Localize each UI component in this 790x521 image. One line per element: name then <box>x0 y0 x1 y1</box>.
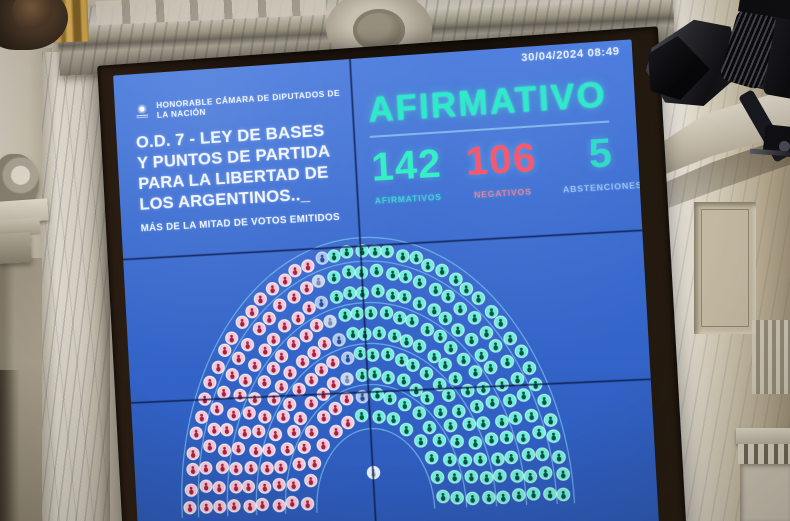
left-shadow-edge <box>0 370 20 521</box>
photo-of-vote-board: 30/04/2024 08:49 HONORABLE CÁMARA DE DIP… <box>0 0 790 521</box>
right-molding-slab <box>736 428 790 444</box>
diputados-emblem-icon <box>134 102 150 120</box>
tally-negativos: 106 NEGATIVOS <box>464 136 538 200</box>
right-column-flutes <box>752 320 790 394</box>
right-dentil-molding <box>738 444 790 464</box>
vote-board-screen: 30/04/2024 08:49 HONORABLE CÁMARA DE DIP… <box>113 39 660 521</box>
afirmativos-count: 142 <box>370 142 442 188</box>
motion-title: O.D. 7 - LEY DE BASES Y PUNTOS DE PARTID… <box>135 118 353 215</box>
tally-abstenciones: 5 ABSTENCIONES <box>560 130 643 195</box>
tally-afirmativos: 142 AFIRMATIVOS <box>370 142 443 205</box>
negativos-count: 106 <box>464 136 537 183</box>
video-wall-bezel: 30/04/2024 08:49 HONORABLE CÁMARA DE DIP… <box>97 26 687 521</box>
right-base-panel <box>740 464 790 521</box>
left-bracket-ledge-bottom <box>0 232 32 264</box>
result-panel: AFIRMATIVO 142 AFIRMATIVOS 106 NEGATIVOS… <box>367 74 629 206</box>
session-info-panel: HONORABLE CÁMARA DE DIPUTADOS DE LA NACI… <box>134 87 355 234</box>
right-recessed-panel <box>694 202 756 334</box>
abstenciones-count: 5 <box>587 132 613 176</box>
